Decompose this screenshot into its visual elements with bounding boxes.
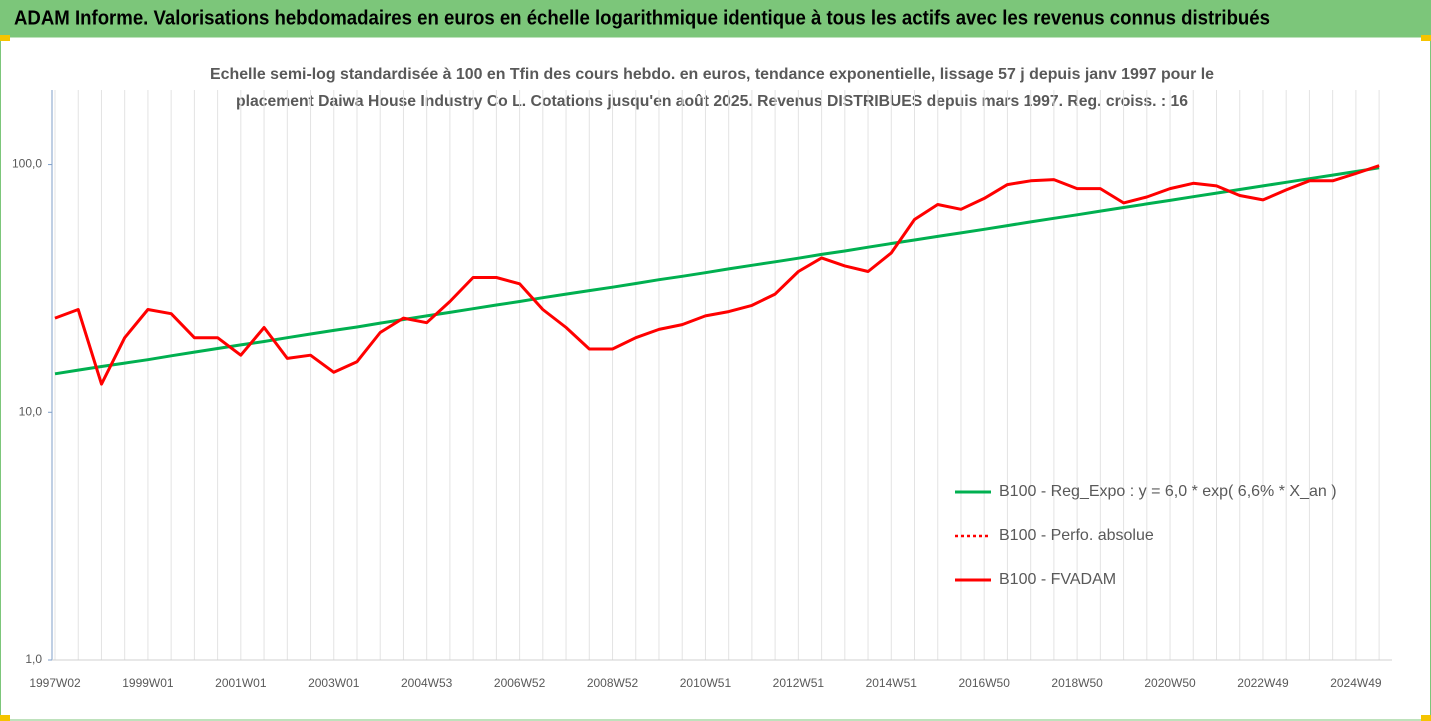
legend-label: B100 - Perfo. absolue xyxy=(999,527,1154,544)
x-tick-label: 2020W50 xyxy=(1144,676,1196,690)
x-tick-label: 2018W50 xyxy=(1051,676,1103,690)
chart-title: ADAM Informe. Valorisations hebdomadaire… xyxy=(14,7,1270,29)
corner xyxy=(1421,715,1431,721)
x-tick-label: 2003W01 xyxy=(308,676,360,690)
x-tick-label: 2014W51 xyxy=(866,676,918,690)
legend-label: B100 - Reg_Expo : y = 6,0 * exp( 6,6% * … xyxy=(999,483,1337,500)
y-tick-label: 10,0 xyxy=(19,404,43,418)
corner xyxy=(0,35,10,41)
corner xyxy=(0,715,10,721)
corner xyxy=(1421,35,1431,41)
header-bar xyxy=(0,0,1431,37)
x-tick-label: 2004W53 xyxy=(401,676,453,690)
x-tick-label: 2022W49 xyxy=(1237,676,1289,690)
x-tick-label: 1997W02 xyxy=(29,676,81,690)
x-tick-label: 2012W51 xyxy=(773,676,825,690)
x-tick-label: 1999W01 xyxy=(122,676,174,690)
x-tick-label: 2001W01 xyxy=(215,676,267,690)
series-line xyxy=(54,166,1380,376)
y-tick-label: 100,0 xyxy=(12,157,42,171)
x-tick-label: 2016W50 xyxy=(959,676,1011,690)
x-tick-label: 2008W52 xyxy=(587,676,639,690)
x-tick-label: 2024W49 xyxy=(1330,676,1382,690)
subtitle: Echelle semi-log standardisée à 100 en T… xyxy=(210,66,1214,83)
legend-label: B100 - FVADAM xyxy=(999,571,1116,588)
y-tick-label: 1,0 xyxy=(25,652,42,666)
x-tick-label: 2010W51 xyxy=(680,676,732,690)
subtitle: placement Daiwa House Industry Co L. Cot… xyxy=(236,93,1188,110)
x-tick-label: 2006W52 xyxy=(494,676,546,690)
series-line xyxy=(54,164,1380,386)
